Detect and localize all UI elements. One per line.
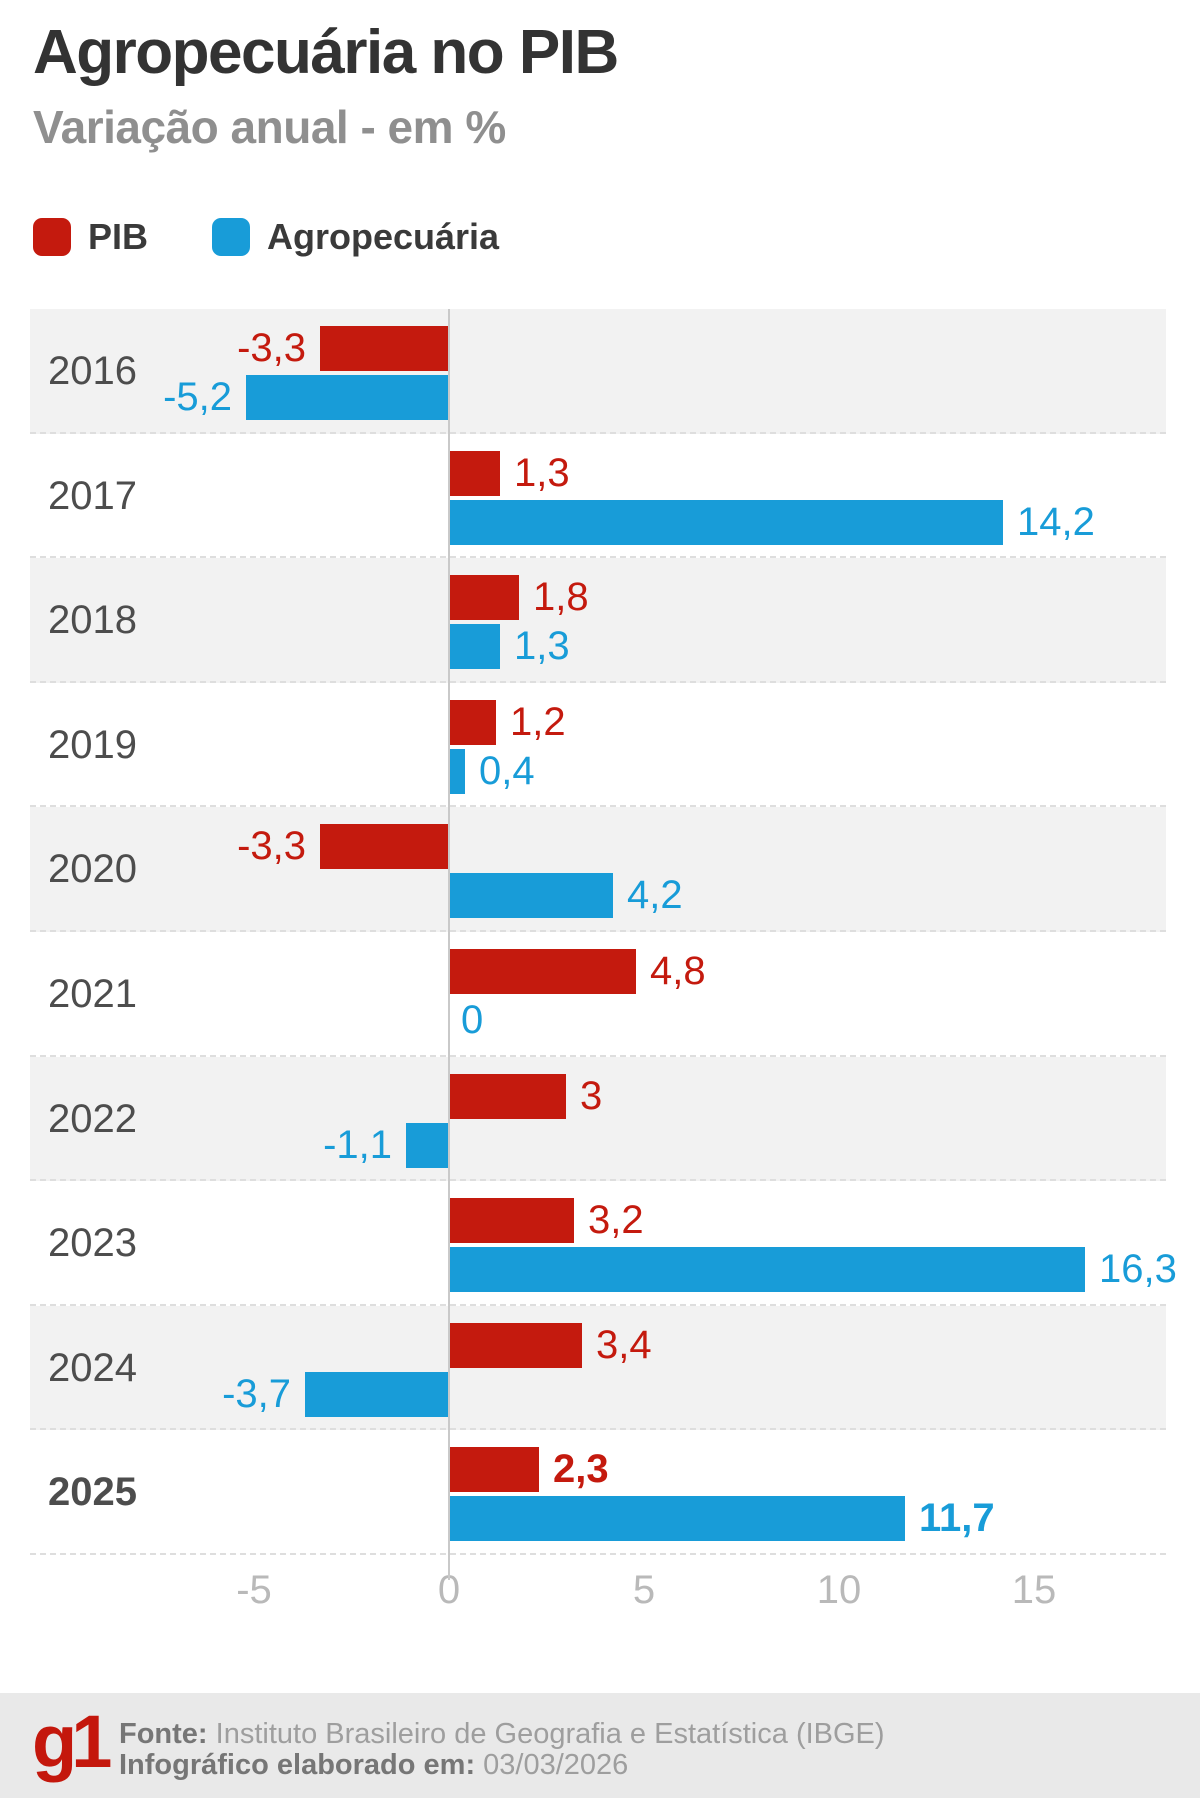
agro-value-label: 14,2 [1017, 500, 1095, 544]
pib-bar [449, 1323, 582, 1368]
pib-bar [449, 1198, 574, 1243]
year-label: 2024 [48, 1346, 137, 1390]
pib-value-label: 2,3 [553, 1447, 609, 1491]
pib-bar [449, 451, 500, 496]
pib-value-label: -3,3 [237, 326, 306, 370]
x-axis-tick-label: 10 [816, 1568, 862, 1612]
pib-bar [449, 1074, 566, 1119]
agro-swatch-icon [212, 218, 251, 256]
agro-value-label: 0 [461, 998, 484, 1042]
agro-value-label: -3,7 [222, 1372, 291, 1416]
pib-value-label: 1,3 [514, 451, 570, 495]
year-label: 2025 [48, 1470, 137, 1514]
agro-bar [449, 873, 613, 918]
pib-value-label: -3,3 [237, 824, 306, 868]
year-label: 2019 [48, 723, 137, 767]
agro-bar [449, 749, 465, 794]
legend-item-agro: Agropecuária [212, 216, 499, 258]
agro-bar [406, 1123, 449, 1168]
date-label: Infográfico elaborado em: [119, 1749, 476, 1781]
x-axis-tick-label: 0 [437, 1568, 461, 1612]
agro-value-label: 0,4 [479, 749, 535, 793]
year-label: 2022 [48, 1097, 137, 1141]
year-label: 2016 [48, 349, 137, 393]
chart-row-2017: 2017 1,3 14,2 [30, 434, 1166, 558]
pib-bar [320, 326, 449, 371]
footer-credits: Fonte: Instituto Brasileiro de Geografia… [119, 1719, 885, 1781]
chart-row-2021: 2021 4,8 0 [30, 932, 1166, 1057]
pib-bar [449, 700, 496, 745]
x-axis-tick-label: -5 [236, 1568, 272, 1612]
pib-value-label: 3,2 [588, 1198, 644, 1242]
agro-bar [246, 375, 449, 420]
pib-bar [320, 824, 449, 869]
legend: PIB Agropecuária [33, 216, 563, 258]
chart-row-2025: 2025 2,3 11,7 [30, 1430, 1166, 1555]
year-label: 2017 [48, 474, 137, 518]
agro-value-label: 11,7 [919, 1496, 995, 1540]
g1-logo: g1 [32, 1700, 112, 1783]
page-title: Agropecuária no PIB [33, 18, 619, 87]
legend-item-pib: PIB [33, 216, 148, 258]
year-label: 2021 [48, 972, 137, 1016]
agro-value-label: 16,3 [1099, 1247, 1177, 1291]
agro-bar [449, 1496, 905, 1541]
year-label: 2020 [48, 847, 137, 891]
chart-row-2018: 2018 1,8 1,3 [30, 558, 1166, 683]
pib-bar [449, 949, 636, 994]
agro-bar [449, 624, 500, 669]
agro-bar [449, 500, 1003, 545]
chart-row-2023: 2023 3,2 16,3 [30, 1181, 1177, 1306]
chart-row-2024: 2024 3,4 -3,7 [30, 1306, 1166, 1430]
year-label: 2018 [48, 598, 137, 642]
agro-bar [305, 1372, 449, 1417]
pib-value-label: 1,2 [510, 700, 566, 744]
year-label: 2023 [48, 1221, 137, 1265]
pib-value-label: 3 [580, 1074, 603, 1118]
source-label: Fonte: [119, 1718, 208, 1750]
source-line: Fonte: Instituto Brasileiro de Geografia… [119, 1719, 885, 1750]
source-value: Instituto Brasileiro de Geografia e Esta… [215, 1718, 885, 1750]
x-axis: -5 0 5 10 15 [30, 1568, 1166, 1618]
pib-bar [449, 1447, 539, 1492]
chart-row-2022: 2022 3 -1,1 [30, 1057, 1166, 1181]
agro-value-label: -5,2 [163, 375, 232, 419]
legend-label-pib: PIB [88, 216, 149, 257]
bar-chart: 2016 -3,3 -5,2 2017 1,3 14,2 2018 1,8 1,3 2019 1,2… [30, 309, 1177, 1612]
chart-row-2019: 2019 1,2 0,4 [30, 683, 1166, 807]
page-subtitle: Variação anual - em % [33, 101, 506, 153]
agro-value-label: 1,3 [514, 624, 570, 668]
pib-value-label: 1,8 [533, 575, 589, 619]
footer: g1 Fonte: Instituto Brasileiro de Geogra… [0, 1693, 1200, 1798]
agro-bar [449, 1247, 1085, 1292]
pib-bar [449, 575, 519, 620]
x-axis-tick-label: 5 [632, 1568, 656, 1612]
agro-value-label: -1,1 [323, 1123, 392, 1167]
agro-value-label: 4,2 [627, 873, 683, 917]
date-line: Infográfico elaborado em: 03/03/2026 [119, 1750, 885, 1781]
chart-row-2016: 2016 -3,3 -5,2 [30, 309, 1166, 434]
zero-axis-line [448, 309, 450, 1580]
legend-label-agro: Agropecuária [267, 216, 500, 257]
date-value: 03/03/2026 [483, 1749, 629, 1781]
pib-swatch-icon [33, 218, 71, 256]
chart-row-2020: 2020 -3,3 4,2 [30, 807, 1166, 932]
pib-value-label: 4,8 [650, 949, 706, 993]
pib-value-label: 3,4 [596, 1323, 652, 1367]
x-axis-tick-label: 15 [1011, 1568, 1057, 1612]
